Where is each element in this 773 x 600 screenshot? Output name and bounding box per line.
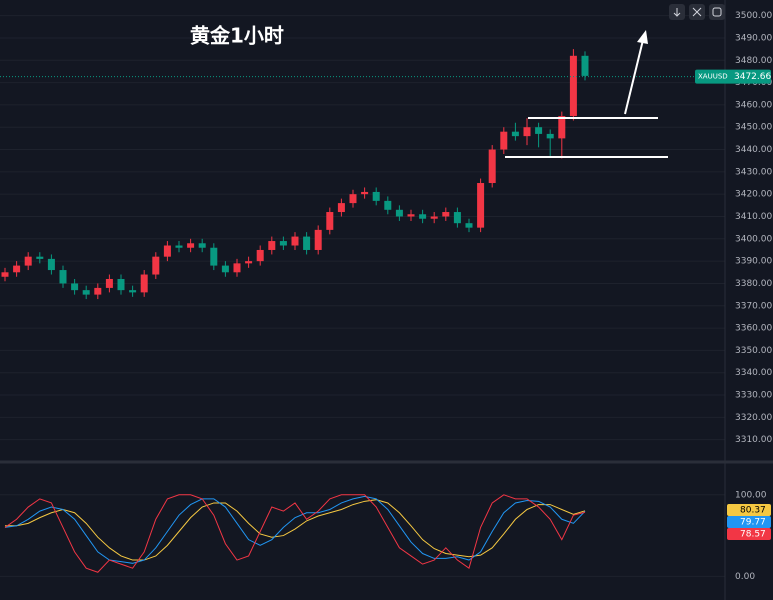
candle-body: [291, 236, 299, 246]
y-tick-label: 3380.00: [735, 279, 772, 289]
candle-body: [372, 191, 380, 201]
y-tick-label: 3320.00: [735, 413, 772, 423]
y-tick-label: 3490.00: [735, 33, 772, 43]
candle-body: [419, 214, 427, 219]
arrow-shaft: [624, 39, 644, 115]
candle-body: [558, 116, 566, 139]
candle-body: [581, 55, 589, 76]
symbol-label: XAUUSD: [698, 73, 728, 81]
candle-body: [337, 203, 345, 213]
value-label: 80.37: [740, 506, 766, 516]
candle-body: [477, 183, 485, 228]
candle-body: [268, 241, 276, 250]
indicator-line: [5, 499, 586, 561]
candle-body: [384, 200, 392, 210]
candle-body: [535, 127, 543, 134]
candle-body: [47, 258, 55, 271]
candle-body: [349, 194, 357, 204]
y-tick-label: 3410.00: [735, 212, 772, 222]
candle-body: [430, 216, 438, 219]
candle-body: [569, 55, 577, 117]
y-tick-label: 3310.00: [735, 435, 772, 445]
grid: [0, 15, 725, 577]
y-tick-label: 3400.00: [735, 234, 772, 244]
candle-body: [511, 131, 519, 137]
y-tick-label: 3430.00: [735, 167, 772, 177]
candle-body: [24, 256, 32, 266]
candle-body: [546, 133, 554, 139]
y-tick-label: 3390.00: [735, 257, 772, 267]
candle-body: [256, 249, 264, 262]
icon: [692, 7, 702, 17]
candle-body: [395, 209, 403, 217]
y-tick-label: 3360.00: [735, 324, 772, 334]
toolbar[interactable]: [669, 4, 725, 20]
candle-body: [326, 212, 334, 230]
candle-body: [523, 127, 531, 137]
candle-body: [175, 245, 183, 248]
candle-body: [1, 272, 9, 277]
last-price-label: 3472.66: [734, 72, 771, 82]
candle-body: [245, 261, 253, 264]
y-tick-label: 3370.00: [735, 301, 772, 311]
candle-body: [442, 212, 450, 217]
y-tick-label: 3330.00: [735, 391, 772, 401]
value-box: [727, 528, 771, 540]
indicator-line: [4, 495, 586, 564]
marks: [0, 49, 725, 573]
y-tick-label: 3500.00: [735, 11, 772, 21]
y-tick-label: 3350.00: [735, 346, 772, 356]
value-label: 79.77: [740, 518, 766, 528]
y-tick-label: 3450.00: [735, 123, 772, 133]
candle-body: [36, 256, 44, 259]
icon: [712, 7, 722, 17]
candle-body: [465, 223, 473, 228]
y-tick-label: 3480.00: [735, 56, 772, 66]
candle-body: [129, 290, 137, 293]
candle-body: [488, 149, 496, 184]
candle-body: [500, 131, 508, 150]
candle-body: [105, 278, 113, 288]
button[interactable]: [709, 4, 725, 20]
arrow-head: [637, 30, 648, 44]
candle-body: [221, 265, 229, 273]
y-tick-label: 3460.00: [735, 100, 772, 110]
candle-body: [314, 229, 322, 250]
candle-body: [13, 265, 21, 273]
value-box: [727, 516, 771, 528]
last-price-box: [695, 69, 771, 84]
candle-body: [233, 263, 241, 273]
y-tick-label: 3340.00: [735, 368, 772, 378]
candle-body: [82, 290, 90, 295]
indicator-line: [4, 494, 586, 573]
value-box: [727, 504, 771, 516]
candle-body: [140, 274, 148, 293]
candle-body: [59, 270, 67, 284]
value-label: 78.57: [740, 530, 766, 540]
candle-body: [152, 256, 160, 275]
candle-body: [117, 278, 125, 291]
chart-title: 黄金1小时: [190, 24, 284, 48]
candle-body: [361, 191, 369, 195]
candle-body: [71, 283, 79, 291]
candle-body: [453, 212, 461, 224]
y-tick-label: 3420.00: [735, 190, 772, 200]
candle-body: [163, 245, 171, 257]
candle-body: [94, 287, 102, 295]
candle-body: [279, 241, 287, 246]
candle-body: [407, 214, 415, 217]
y-tick-label: 3440.00: [735, 145, 772, 155]
candle-body: [198, 243, 206, 248]
candle-body: [210, 247, 218, 266]
candle-body: [303, 236, 311, 250]
candle-body: [187, 243, 195, 248]
icon: [673, 8, 681, 17]
y-tick-label: 100.00: [735, 490, 767, 500]
y-tick-label: 0.00: [735, 572, 755, 582]
